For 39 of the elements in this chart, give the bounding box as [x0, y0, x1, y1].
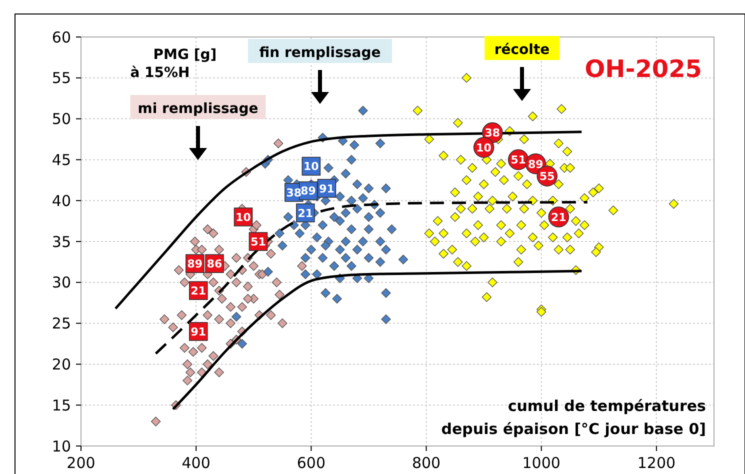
y-tick-label: 45	[52, 150, 71, 169]
y-tick-label: 50	[52, 110, 71, 128]
y-tick-label: 40	[52, 192, 71, 210]
y-tick-label: 35	[52, 232, 71, 251]
annotation: récolte	[494, 42, 550, 58]
x-tick-label: 1200	[637, 454, 676, 472]
annotation: fin remplissage	[259, 44, 381, 61]
x-axis-title: cumul de températures depuis épaison [°C jour base 0]	[441, 397, 706, 438]
annotation: 91	[319, 182, 334, 196]
annotation: 21	[298, 206, 314, 220]
annotation: 51	[510, 154, 526, 167]
annotation: 89	[300, 184, 316, 198]
annotation: 38	[484, 126, 500, 140]
y-tick-label: 55	[52, 69, 71, 88]
x-tick-label: 1000	[522, 454, 560, 472]
y-tick-label: 10	[52, 437, 71, 456]
annotation: 10	[476, 141, 492, 154]
y-tick-label: 25	[52, 314, 71, 333]
annotation: 21	[550, 210, 566, 224]
annotation: 91	[190, 325, 206, 338]
y-tick-label: 20	[52, 355, 71, 374]
x-tick-label: 800	[412, 454, 441, 472]
y-tick-label: 30	[52, 274, 71, 292]
annotation: 10	[304, 160, 320, 174]
annotation: 51	[250, 235, 266, 248]
x-tick-label: 400	[182, 454, 210, 472]
annotation: 89	[187, 258, 203, 271]
annotation: 55	[539, 170, 555, 184]
annotation: 21	[190, 284, 206, 298]
annotation: mi remplissage	[138, 100, 258, 117]
annotation: 86	[206, 258, 223, 271]
y-axis-title: PMG [g] à 15%H	[130, 47, 217, 81]
y-tick-label: 60	[52, 28, 71, 46]
y-tick-label: 15	[52, 396, 71, 414]
x-tick-label: 600	[296, 454, 326, 472]
annotation: 10	[236, 210, 252, 224]
text: OH-2025	[584, 55, 702, 83]
x-tick-label: 200	[66, 454, 96, 472]
annotation: 89	[528, 158, 544, 171]
